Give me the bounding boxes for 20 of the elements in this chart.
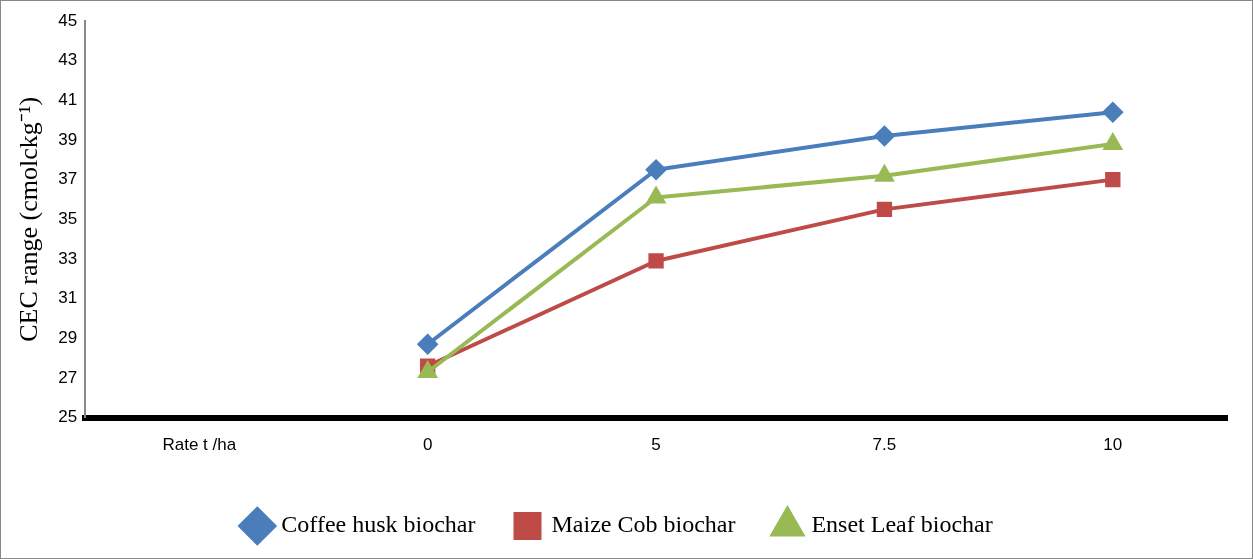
legend-label: Enset Leaf biochar bbox=[811, 511, 993, 538]
x-tick-label: 10 bbox=[1103, 435, 1123, 455]
y-tick-label: 39 bbox=[58, 129, 78, 149]
y-tick-label: 31 bbox=[58, 288, 78, 308]
legend-label: Maize Cob biochar bbox=[551, 511, 736, 538]
y-tick-label: 45 bbox=[58, 10, 78, 30]
y-tick-label: 43 bbox=[58, 50, 78, 70]
y-tick-label: 33 bbox=[58, 248, 78, 268]
y-axis-title: CEC range (cmolckg⁻¹) bbox=[14, 96, 44, 342]
y-tick-label: 25 bbox=[58, 407, 78, 427]
x-tick-label: Rate t /ha bbox=[162, 435, 237, 455]
x-tick-label: 7.5 bbox=[872, 435, 897, 455]
x-tick-label: 5 bbox=[651, 435, 661, 455]
y-tick-label: 37 bbox=[58, 169, 78, 189]
y-tick-label: 27 bbox=[58, 367, 78, 387]
y-tick-label: 41 bbox=[58, 90, 78, 110]
x-tick-label: 0 bbox=[422, 435, 433, 455]
legend-label: Coffee husk biochar bbox=[281, 511, 476, 538]
y-tick-label: 35 bbox=[58, 208, 78, 228]
y-tick-label: 29 bbox=[58, 327, 78, 347]
